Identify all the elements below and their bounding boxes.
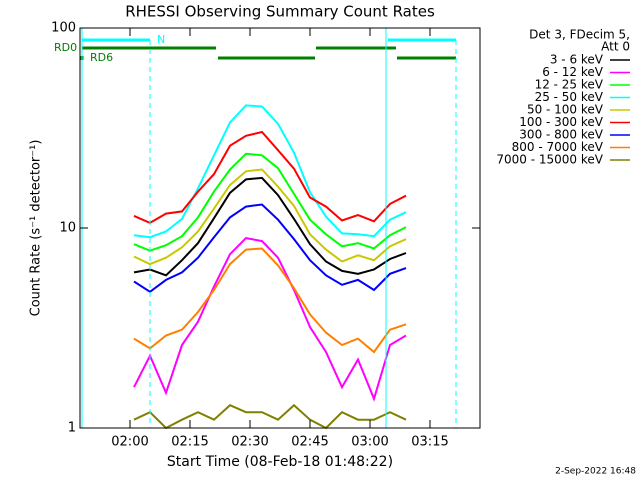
legend-label: 100 - 300 keV (519, 115, 603, 129)
annotation: RD6 (90, 51, 113, 64)
series-line (133, 247, 407, 354)
y-tick-label: 1 (68, 421, 76, 436)
annotation: RD0 (54, 41, 77, 54)
legend-label: 300 - 800 keV (519, 128, 603, 142)
x-tick-label: 02:00 (111, 435, 148, 450)
x-axis-label: Start Time (08-Feb-18 01:48:22) (167, 454, 393, 470)
plot-area (133, 104, 407, 430)
legend-label: 7000 - 15000 keV (496, 153, 603, 167)
x-tick-label: 03:00 (351, 435, 388, 450)
series-line (133, 203, 407, 294)
x-tick-label: 02:15 (171, 435, 208, 450)
annotation: N (157, 33, 165, 46)
legend-label: 3 - 6 keV (550, 53, 604, 67)
legend-label: 25 - 50 keV (535, 90, 604, 104)
y-tick-label: 10 (59, 221, 76, 236)
x-tick-label: 02:30 (231, 435, 268, 450)
legend-label: 50 - 100 keV (527, 103, 604, 117)
legend-label: 800 - 7000 keV (512, 140, 604, 154)
legend-title: Att 0 (601, 40, 630, 54)
chart-title: RHESSI Observing Summary Count Rates (125, 3, 435, 21)
legend-title: Det 3, FDecim 5, (529, 28, 630, 42)
footer: 2-Sep-2022 16:48 (555, 467, 636, 477)
series-line (133, 237, 407, 402)
series-line (133, 168, 407, 266)
series-line (133, 403, 407, 430)
legend-label: 12 - 25 keV (535, 78, 604, 92)
series-line (133, 104, 407, 239)
series-line (133, 130, 407, 225)
x-tick-label: 03:15 (411, 435, 448, 450)
x-tick-label: 02:45 (291, 435, 328, 450)
y-tick-label: 100 (51, 21, 76, 36)
legend-label: 6 - 12 keV (542, 65, 604, 79)
y-axis-label: Count Rate (s⁻¹ detector⁻¹) (29, 140, 44, 317)
series-line (133, 176, 407, 277)
series-line (133, 152, 407, 252)
